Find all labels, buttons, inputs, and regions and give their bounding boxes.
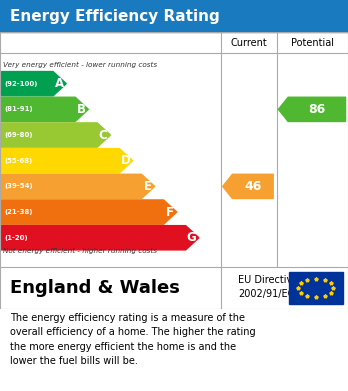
Text: E: E: [143, 180, 151, 193]
Text: A: A: [54, 77, 64, 90]
Text: Energy Efficiency Rating: Energy Efficiency Rating: [10, 9, 220, 23]
Polygon shape: [1, 72, 66, 96]
Polygon shape: [1, 123, 111, 147]
Text: 86: 86: [308, 103, 325, 116]
Text: EU Directive
2002/91/EC: EU Directive 2002/91/EC: [238, 275, 299, 299]
Text: (55-68): (55-68): [4, 158, 32, 164]
Polygon shape: [223, 174, 273, 199]
Bar: [289, 272, 343, 304]
Text: Not energy efficient - higher running costs: Not energy efficient - higher running co…: [3, 248, 158, 254]
Polygon shape: [1, 226, 199, 250]
Text: D: D: [120, 154, 130, 167]
Text: B: B: [77, 103, 86, 116]
Text: England & Wales: England & Wales: [10, 279, 180, 297]
Text: 46: 46: [244, 180, 261, 193]
Text: (81-91): (81-91): [4, 106, 33, 112]
Polygon shape: [1, 174, 155, 199]
Text: (39-54): (39-54): [4, 183, 33, 189]
Text: (92-100): (92-100): [4, 81, 38, 87]
Polygon shape: [1, 149, 133, 173]
Text: F: F: [166, 206, 174, 219]
Text: C: C: [99, 129, 108, 142]
Text: (1-20): (1-20): [4, 235, 28, 241]
Text: Very energy efficient - lower running costs: Very energy efficient - lower running co…: [3, 61, 158, 68]
Polygon shape: [1, 97, 88, 122]
Text: (21-38): (21-38): [4, 209, 33, 215]
Text: Potential: Potential: [291, 38, 334, 48]
Text: (69-80): (69-80): [4, 132, 33, 138]
Text: Current: Current: [230, 38, 267, 48]
Text: The energy efficiency rating is a measure of the
overall efficiency of a home. T: The energy efficiency rating is a measur…: [10, 313, 256, 366]
Polygon shape: [278, 97, 346, 122]
Text: G: G: [187, 231, 197, 244]
Polygon shape: [1, 200, 177, 224]
